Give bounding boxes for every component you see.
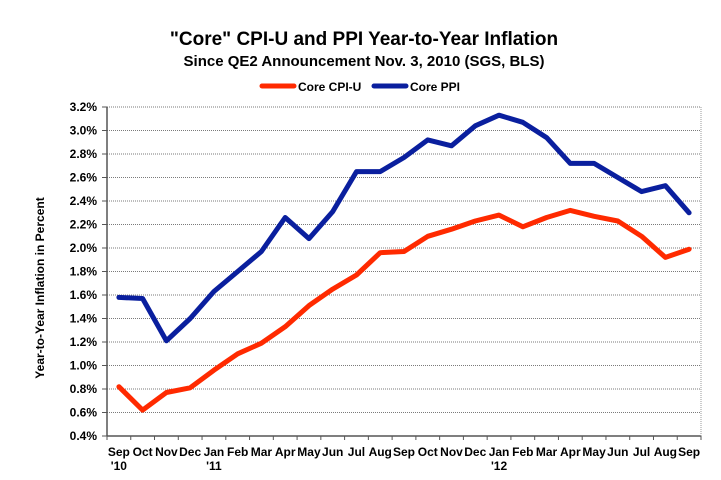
x-tick-label: Jun — [322, 445, 343, 459]
x-tick-sublabel: '12 — [491, 459, 508, 473]
x-tick-label: Jul — [633, 445, 650, 459]
y-tick-label: 3.0% — [70, 124, 98, 138]
x-tick-label: May — [582, 445, 606, 459]
y-tick-label: 2.8% — [70, 147, 98, 161]
y-tick-label: 0.4% — [70, 429, 98, 443]
x-tick-sublabel: '11 — [206, 459, 222, 473]
x-tick-label: Mar — [536, 445, 558, 459]
y-tick-label: 2.6% — [70, 171, 98, 185]
x-tick-label: Oct — [133, 445, 153, 459]
legend-label-ppi: Core PPI — [410, 80, 460, 94]
y-tick-label: 2.4% — [70, 194, 98, 208]
x-tick-label: Nov — [440, 445, 463, 459]
x-tick-label: Jun — [607, 445, 628, 459]
y-axis-title: Year-to-Year Inflation in Percent — [33, 197, 47, 378]
y-tick-label: 2.2% — [70, 218, 98, 232]
axes — [106, 107, 702, 437]
x-tick-label: Apr — [275, 445, 296, 459]
x-tick-label: May — [297, 445, 321, 459]
x-tick-label: Mar — [251, 445, 273, 459]
gridlines — [107, 106, 701, 437]
x-tick-label: Nov — [155, 445, 178, 459]
x-tick-label: Jan — [489, 445, 510, 459]
chart-title: "Core" CPI-U and PPI Year-to-Year Inflat… — [170, 29, 558, 50]
x-tick-label: Aug — [369, 445, 392, 459]
y-tick-label: 1.4% — [70, 312, 98, 326]
y-axis-ticks: 0.4% 0.6% 0.8% 1.0% 1.2% 1.4% 1.6% 1.8% 2.0% 2.2%… — [70, 100, 107, 443]
series-line-core-cpi-u — [116, 207, 692, 413]
y-tick-label: 0.8% — [70, 382, 98, 396]
x-tick-label: Oct — [418, 445, 438, 459]
y-tick-label: 1.8% — [70, 265, 98, 279]
x-tick-label: Dec — [464, 445, 486, 459]
chart-subtitle: Since QE2 Announcement Nov. 3, 2010 (SGS… — [184, 53, 545, 70]
y-tick-label: 2.0% — [70, 241, 98, 255]
x-tick-label: Sep — [393, 445, 415, 459]
y-tick-label: 1.0% — [70, 359, 98, 373]
y-tick-label: 3.2% — [70, 100, 98, 114]
series-lines — [116, 112, 692, 413]
y-tick-label: 0.6% — [70, 406, 98, 420]
x-tick-sublabel: '10 — [111, 459, 128, 473]
legend-label-cpi: Core CPI-U — [298, 80, 361, 94]
x-tick-label: Feb — [512, 445, 533, 459]
y-tick-label: 1.6% — [70, 288, 98, 302]
legend: Core CPI-U Core PPI — [259, 80, 460, 94]
y-tick-label: 1.2% — [70, 335, 98, 349]
series-line-core-ppi — [116, 112, 692, 344]
x-tick-label: Feb — [227, 445, 248, 459]
x-tick-label: Aug — [654, 445, 677, 459]
x-tick-label: Dec — [179, 445, 201, 459]
x-tick-label: Sep — [108, 445, 130, 459]
x-tick-label: Sep — [678, 445, 700, 459]
x-tick-label: Jan — [204, 445, 225, 459]
x-tick-label: Jul — [348, 445, 365, 459]
x-tick-label: Apr — [560, 445, 581, 459]
